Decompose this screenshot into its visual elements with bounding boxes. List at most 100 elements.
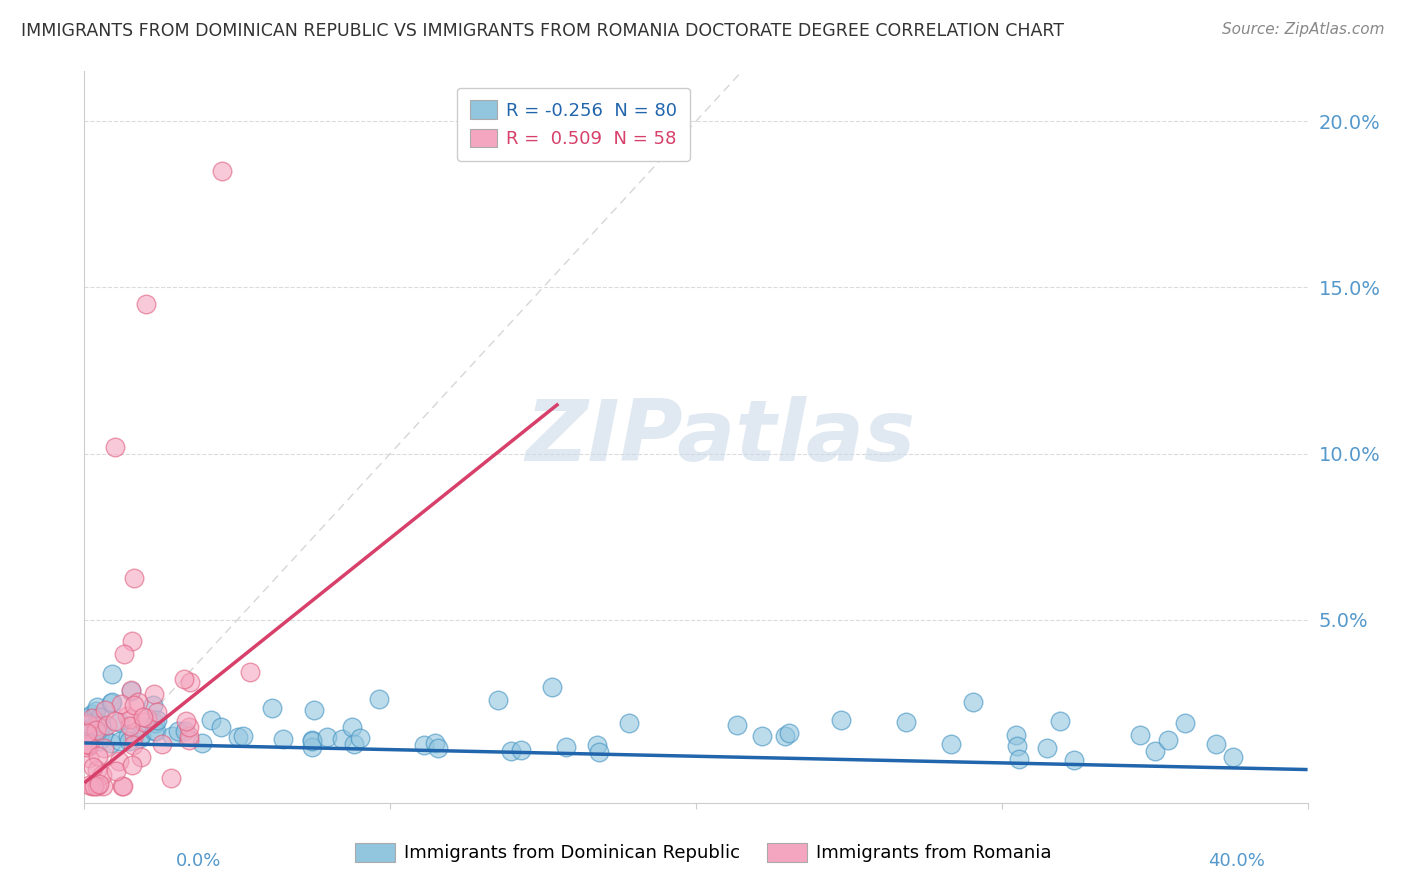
Point [211, 164, 233, 178]
Point [77, 710, 100, 724]
Point [84, 723, 107, 738]
Point [115, 709, 138, 723]
Point [122, 728, 145, 742]
Point [751, 729, 773, 743]
Point [108, 754, 131, 768]
Point [89, 726, 111, 740]
Point [160, 771, 183, 785]
Point [167, 723, 190, 738]
Point [110, 734, 132, 748]
Point [77, 717, 100, 731]
Point [84, 704, 107, 718]
Point [93, 741, 115, 756]
Point [79, 731, 101, 745]
Point [586, 738, 609, 752]
Point [135, 297, 157, 311]
Point [132, 714, 155, 729]
Text: 0.0%: 0.0% [176, 852, 221, 870]
Point [124, 571, 146, 585]
Point [143, 715, 166, 730]
Point [162, 729, 184, 743]
Point [82, 760, 104, 774]
Point [110, 779, 132, 793]
Point [82, 779, 104, 793]
Point [118, 734, 141, 748]
Point [619, 715, 641, 730]
Text: IMMIGRANTS FROM DOMINICAN REPUBLIC VS IMMIGRANTS FROM ROMANIA DOCTORATE DEGREE C: IMMIGRANTS FROM DOMINICAN REPUBLIC VS IM… [21, 22, 1064, 40]
Point [177, 732, 200, 747]
Point [239, 665, 262, 679]
Point [232, 729, 254, 743]
Point [315, 730, 337, 744]
Point [120, 712, 142, 726]
Point [1036, 741, 1059, 756]
Point [136, 711, 159, 725]
Point [129, 728, 152, 742]
Point [104, 714, 127, 728]
Point [191, 736, 214, 750]
Point [145, 724, 167, 739]
Point [87, 749, 110, 764]
Point [343, 737, 366, 751]
Point [773, 729, 796, 743]
Point [830, 714, 852, 728]
Point [1129, 728, 1152, 742]
Point [127, 696, 149, 710]
Point [486, 693, 509, 707]
Point [1222, 750, 1244, 764]
Point [725, 718, 748, 732]
Point [146, 706, 169, 720]
Point [86, 763, 108, 777]
Point [86, 719, 108, 733]
Point [128, 731, 150, 746]
Point [304, 703, 326, 717]
Text: ZIPatlas: ZIPatlas [526, 395, 915, 479]
Point [121, 758, 143, 772]
Point [179, 675, 201, 690]
Point [962, 695, 984, 709]
Point [104, 440, 127, 454]
Point [77, 750, 100, 764]
Legend: Immigrants from Dominican Republic, Immigrants from Romania: Immigrants from Dominican Republic, Immi… [347, 836, 1059, 870]
Point [96, 718, 118, 732]
Point [77, 723, 100, 738]
Point [1005, 739, 1028, 753]
Point [143, 723, 166, 738]
Point [778, 725, 800, 739]
Point [86, 714, 108, 729]
Point [83, 779, 105, 793]
Point [142, 698, 165, 712]
Point [150, 737, 173, 751]
Point [301, 733, 323, 747]
Point [554, 740, 576, 755]
Point [342, 720, 364, 734]
Point [101, 666, 124, 681]
Point [90, 719, 112, 733]
Point [426, 740, 449, 755]
Point [87, 734, 110, 748]
Point [271, 731, 294, 746]
Point [110, 697, 132, 711]
Point [226, 731, 249, 745]
Point [179, 720, 201, 734]
Point [260, 700, 283, 714]
Point [894, 714, 917, 729]
Point [112, 647, 135, 661]
Point [101, 695, 124, 709]
Point [94, 703, 117, 717]
Point [108, 714, 131, 729]
Legend: R = -0.256  N = 80, R =  0.509  N = 58: R = -0.256 N = 80, R = 0.509 N = 58 [457, 87, 690, 161]
Point [368, 691, 391, 706]
Point [209, 720, 232, 734]
Point [120, 684, 142, 698]
Point [111, 779, 134, 793]
Point [1174, 716, 1197, 731]
Point [86, 700, 108, 714]
Point [349, 731, 371, 745]
Point [1004, 728, 1026, 742]
Point [89, 709, 111, 723]
Point [100, 696, 122, 710]
Point [91, 768, 114, 782]
Point [1008, 751, 1031, 765]
Point [330, 731, 353, 746]
